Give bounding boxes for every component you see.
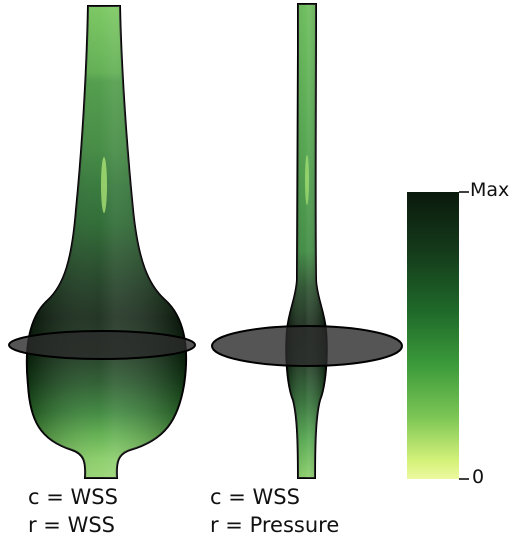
left-cut-plane bbox=[9, 331, 195, 359]
right-highlight bbox=[305, 155, 309, 205]
left-color-label: c = WSS bbox=[28, 487, 118, 508]
left-vessel-shading bbox=[27, 6, 186, 478]
colorbar-gradient bbox=[407, 192, 459, 479]
colorbar-min-label: 0 bbox=[472, 468, 484, 487]
right-vessel-shading bbox=[286, 4, 327, 478]
left-highlight bbox=[101, 157, 107, 213]
left-vessel-model bbox=[9, 6, 195, 478]
right-color-label: c = WSS bbox=[210, 487, 300, 508]
right-vessel-model bbox=[212, 4, 402, 478]
right-cut-plane bbox=[212, 326, 402, 366]
colorbar-max-label: Max bbox=[470, 181, 509, 200]
right-radius-label: r = Pressure bbox=[210, 515, 339, 536]
left-radius-label: r = WSS bbox=[28, 515, 115, 536]
colorbar bbox=[407, 192, 469, 479]
